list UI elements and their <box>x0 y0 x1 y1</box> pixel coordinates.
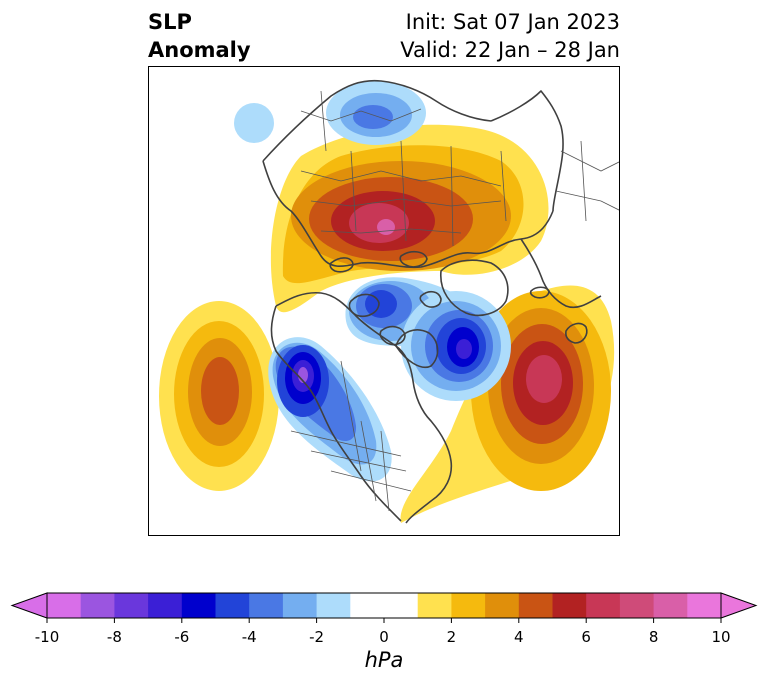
colorbar-tick-label: -8 <box>106 628 122 646</box>
colorbar-segment <box>619 593 655 618</box>
title-line-1: SLP <box>148 10 192 34</box>
colorbar-segment <box>653 593 688 618</box>
colorbar-segment <box>181 593 216 618</box>
alaska-low <box>268 337 392 482</box>
colorbar-segment <box>148 593 183 618</box>
colorbar-tick-label: 0 <box>379 628 389 646</box>
colorbar-segment <box>316 593 351 618</box>
colorbar-segment <box>114 593 149 618</box>
boundaries <box>290 90 619 512</box>
colorbar-unit: hPa <box>364 648 404 672</box>
colorbar-tick-label: 6 <box>581 628 591 646</box>
pacific-high <box>159 301 279 491</box>
siberia-low <box>234 81 426 145</box>
colorbar-tick-label: -2 <box>309 628 325 646</box>
map-title: SLP Anomaly <box>148 8 251 64</box>
colorbar-segment <box>80 593 115 618</box>
colorbar-tick-label: 4 <box>514 628 524 646</box>
colorbar-tick-label: -4 <box>241 628 257 646</box>
colorbar-extend-max <box>720 592 758 619</box>
colorbar-segment <box>485 593 520 618</box>
colorbar-segment <box>47 593 82 618</box>
map-panel <box>148 66 620 536</box>
colorbar-segment <box>687 593 722 618</box>
colorbar-segment <box>417 593 452 618</box>
colorbar-tick-label: 10 <box>711 628 731 646</box>
colorbar-tick-label: 8 <box>648 628 659 646</box>
run-info: Init: Sat 07 Jan 2023 Valid: 22 Jan – 28… <box>400 8 620 64</box>
title-line-2: Anomaly <box>148 38 251 62</box>
colorbar-tick-label: 2 <box>446 628 457 646</box>
colorbar-segment <box>384 593 419 618</box>
anomaly-map <box>159 79 619 524</box>
colorbar-segment <box>350 593 385 618</box>
colorbar-segment <box>518 593 553 618</box>
coastlines <box>262 79 602 524</box>
colorbar-extend-min <box>10 592 48 619</box>
colorbar-segment <box>215 593 250 618</box>
colorbar-segment <box>586 593 621 618</box>
colorbar-tick-label: -10 <box>34 628 60 646</box>
labrador-low <box>401 291 511 401</box>
init-date: Init: Sat 07 Jan 2023 <box>405 10 620 34</box>
colorbar-segment <box>451 593 486 618</box>
colorbar-segment <box>249 593 284 618</box>
arctic-high <box>270 124 549 313</box>
valid-range: Valid: 22 Jan – 28 Jan <box>400 38 620 62</box>
colorbar <box>10 592 758 623</box>
colorbar-segment <box>282 593 318 618</box>
colorbar-tick-label: -6 <box>174 628 190 646</box>
colorbar-segment <box>552 593 587 618</box>
atlantic-high <box>400 285 615 523</box>
